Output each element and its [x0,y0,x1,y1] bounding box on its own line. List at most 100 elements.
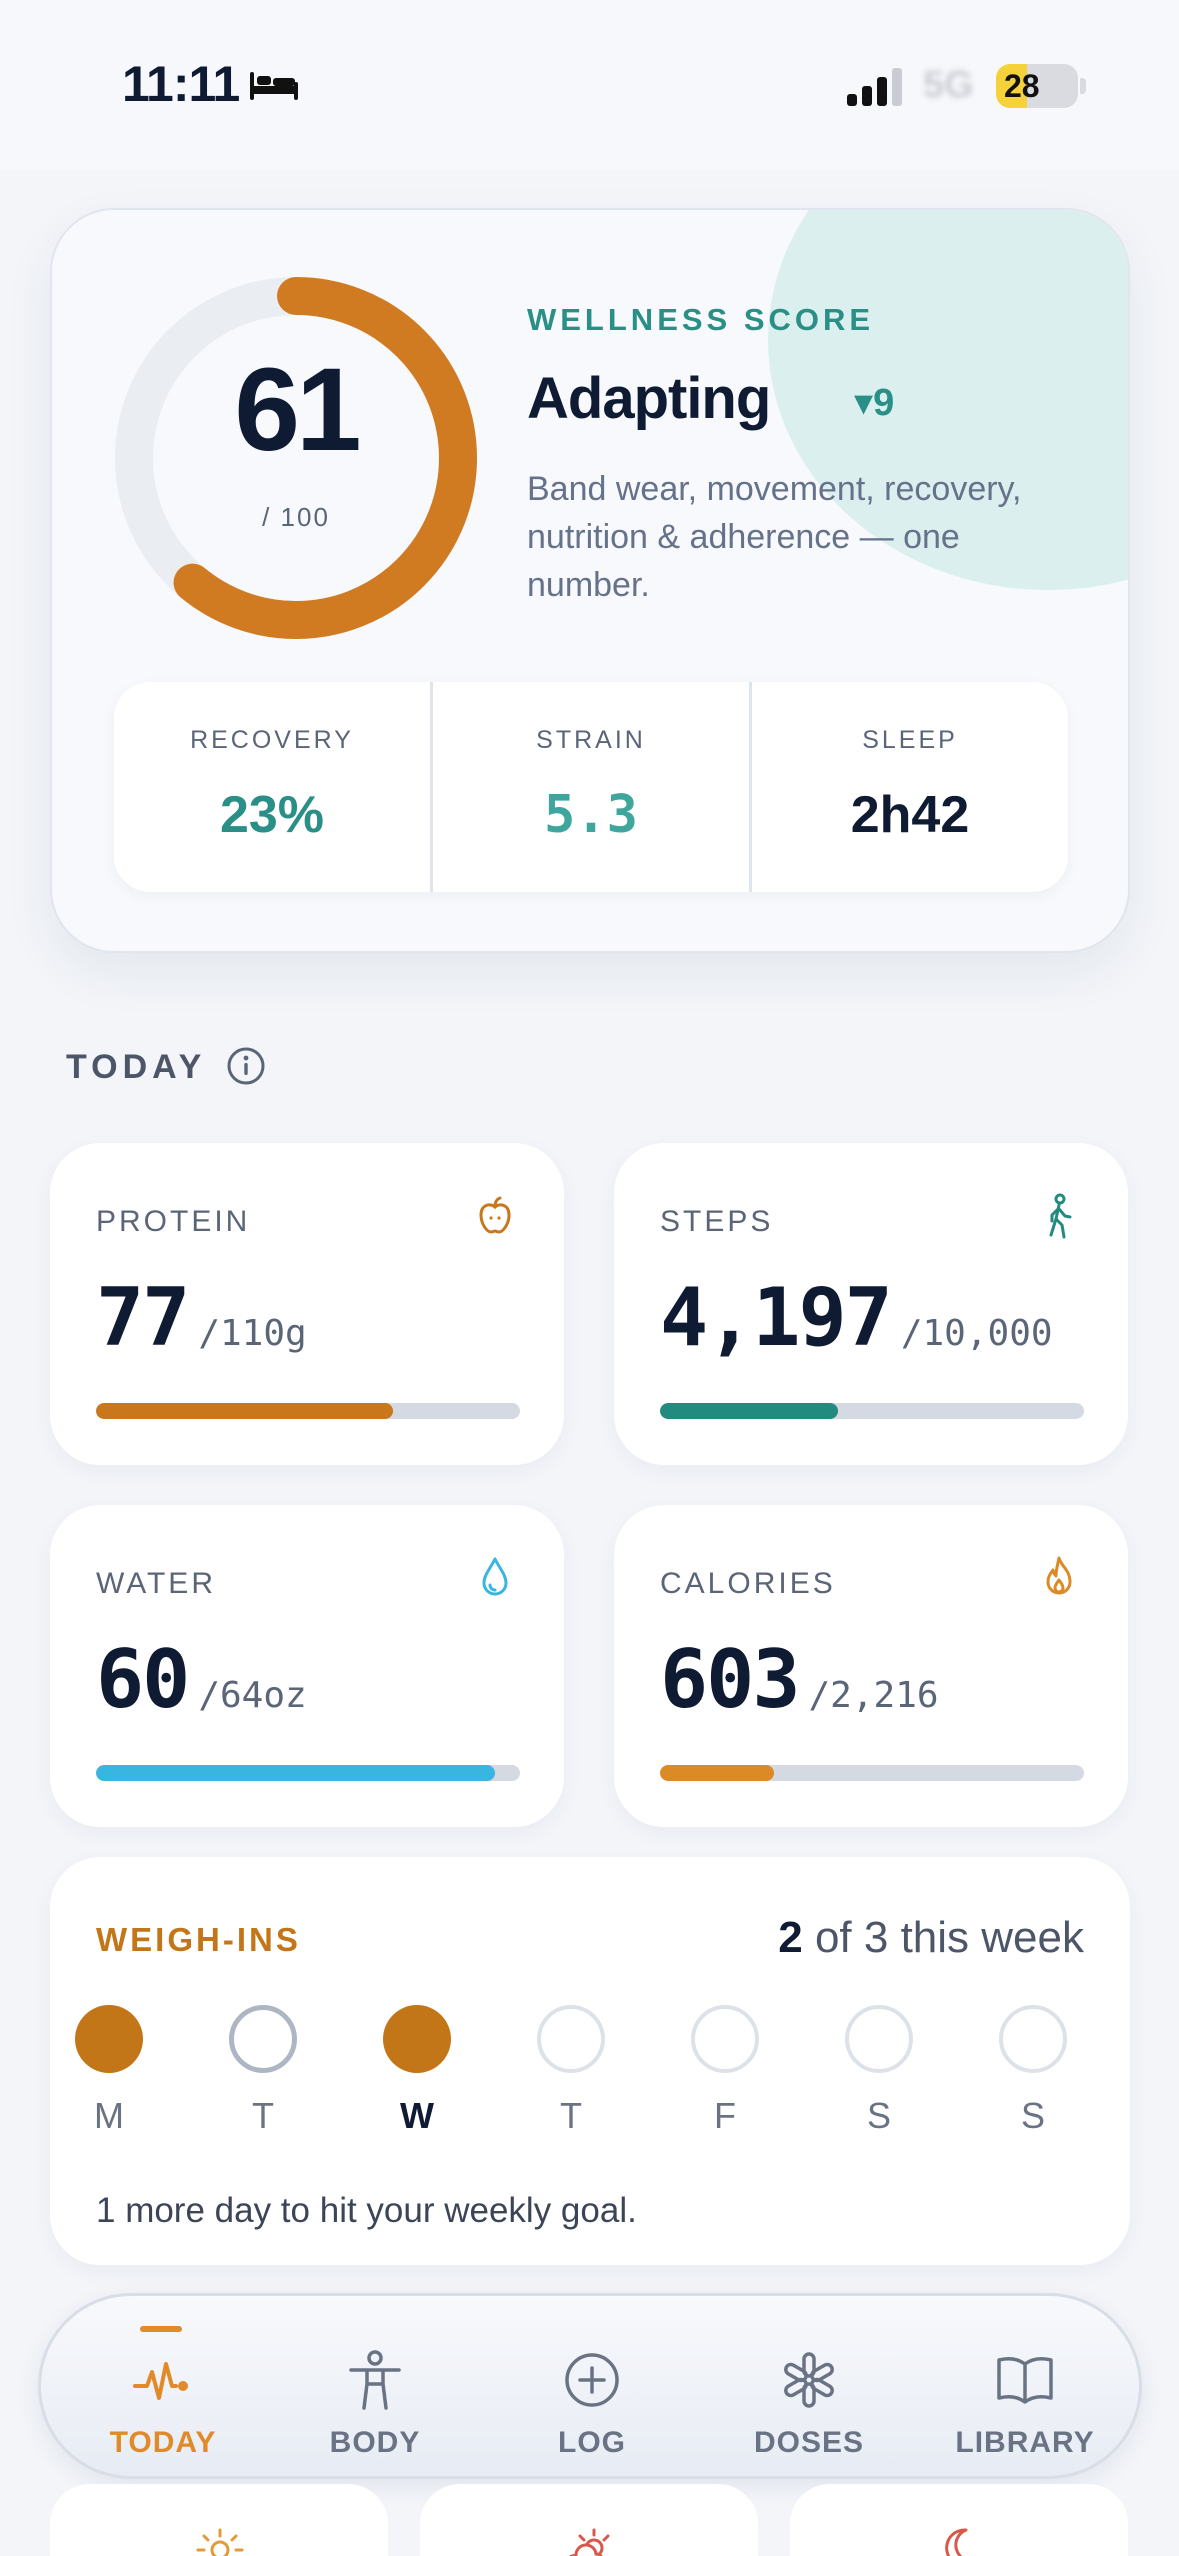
battery-icon: 28 [996,64,1078,108]
calories-card[interactable]: CALORIES 603/2,216 [614,1505,1128,1827]
info-icon[interactable] [226,1046,266,1086]
weigh-ins-note: 1 more day to hit your weekly goal. [96,2191,637,2230]
apple-icon [479,1196,511,1234]
flame-icon [1046,1556,1072,1595]
stat-value: 603/2,216 [660,1633,939,1726]
bed-icon [250,72,298,100]
score-ring [115,277,477,639]
tab-doses[interactable]: DOSES [709,2296,909,2482]
weigh-ins-card[interactable]: WEIGH-INS 2 of 3 this week M T W T F S S 1 mor… [50,1857,1130,2265]
weekday-3[interactable]: T [536,2005,606,2137]
progress-fill [96,1403,393,1419]
signal-icon [847,68,902,106]
weigh-in-dot [691,2005,759,2073]
wellness-score-card[interactable]: 61 / 100 WELLNESS SCORE Adapting ▾9 Band… [50,208,1130,953]
weigh-ins-count-suffix: of 3 this week [802,1913,1084,1962]
stat-goal: /64oz [198,1675,307,1716]
afternoon-card[interactable] [420,2484,758,2556]
progress-bar [96,1765,520,1781]
progress-bar [96,1403,520,1419]
tab-body[interactable]: BODY [275,2296,475,2482]
weigh-in-dot [383,2005,451,2073]
weekday-2[interactable]: W [382,2005,452,2137]
book-icon [997,2357,1053,2404]
metric-label: STRAIN [536,726,646,754]
metric-label: SLEEP [862,726,958,754]
progress-fill [660,1765,775,1781]
wellness-score-label: WELLNESS SCORE [527,302,875,337]
weekday-5[interactable]: S [844,2005,914,2137]
metric-value: 2h42 [850,786,970,844]
metric-value: 5.3 [544,785,638,845]
status-time: 11:11 [122,56,240,112]
weigh-in-dot [999,2005,1067,2073]
progress-bar [660,1403,1084,1419]
active-tab-indicator [140,2326,182,2332]
evening-card[interactable] [790,2484,1128,2556]
weigh-ins-count: 2 of 3 this week [778,1913,1084,1963]
moon-icon [945,2528,968,2556]
battery-tip [1080,78,1086,94]
tab-today[interactable]: TODAY [63,2296,263,2482]
morning-card[interactable] [50,2484,388,2556]
stat-value: 4,197/10,000 [660,1271,1053,1364]
wellness-delta: ▾9 [854,382,895,424]
metric-strain[interactable]: STRAIN 5.3 [430,682,749,892]
metric-sleep[interactable]: SLEEP 2h42 [749,682,1068,892]
metrics-strip: RECOVERY 23% STRAIN 5.3 SLEEP 2h42 [114,682,1068,892]
metric-value: 23% [219,786,325,844]
weekday-label: S [866,2095,891,2136]
asterisk-icon [784,2352,834,2408]
stat-label: CALORIES [660,1567,836,1600]
weigh-in-dot [537,2005,605,2073]
protein-card[interactable]: PROTEIN 77/110g [50,1143,564,1465]
weekday-4[interactable]: F [690,2005,760,2137]
weekday-1[interactable]: T [228,2005,298,2137]
water-drop-icon [482,1557,508,1596]
weekday-label: T [252,2095,274,2136]
body-icon [349,2350,401,2410]
stat-label: PROTEIN [96,1205,251,1238]
walking-icon [1049,1193,1072,1239]
tab-label: LOG [558,2426,626,2459]
weekday-label: F [714,2095,736,2136]
stat-value: 77/110g [96,1271,307,1364]
weekday-0[interactable]: M [74,2005,144,2137]
progress-bar [660,1765,1084,1781]
steps-card[interactable]: STEPS 4,197/10,000 [614,1143,1128,1465]
tab-label: BODY [329,2426,421,2459]
tab-log[interactable]: LOG [492,2296,692,2482]
status-bar: 11:11 5G 28 [0,0,1179,170]
tab-library[interactable]: LIBRARY [925,2296,1125,2482]
stat-value: 60/64oz [96,1633,307,1726]
stat-current: 60 [96,1633,190,1726]
weekday-label: W [400,2095,434,2136]
plus-circle-icon [565,2353,619,2407]
partly-cloudy-icon [569,2528,610,2556]
metric-label: RECOVERY [190,726,354,754]
bottom-tab-bar: TODAY BODY LOG DOSES [38,2293,1142,2479]
stat-current: 77 [96,1271,190,1364]
weigh-ins-count-value: 2 [778,1913,803,1962]
stat-label: WATER [96,1567,216,1600]
weekday-label: T [560,2095,582,2136]
pulse-icon [133,2362,188,2400]
weekday-label: S [1020,2095,1045,2136]
score-max: / 100 [262,502,330,532]
weekday-6[interactable]: S [998,2005,1068,2137]
stat-current: 603 [660,1633,800,1726]
stat-goal: /10,000 [900,1313,1053,1354]
metric-recovery[interactable]: RECOVERY 23% [114,682,430,892]
wellness-status: Adapting [527,366,771,431]
sun-icon [196,2528,244,2556]
tab-label: LIBRARY [955,2426,1095,2459]
stat-goal: /110g [198,1313,307,1354]
weigh-in-dot [75,2005,143,2073]
weekday-label: M [94,2095,124,2136]
stat-current: 4,197 [660,1271,893,1364]
tab-label: TODAY [109,2426,217,2459]
network-label: 5G [923,64,974,106]
water-card[interactable]: WATER 60/64oz [50,1505,564,1827]
progress-fill [96,1765,495,1781]
progress-fill [660,1403,839,1419]
